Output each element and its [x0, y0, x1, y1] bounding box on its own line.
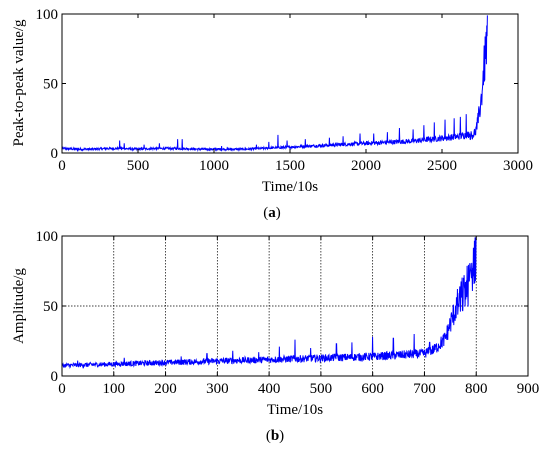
x-tick-label-a-6: 3000 — [503, 158, 533, 174]
caption-b: (b) — [266, 428, 284, 444]
x-tick-label-a-1: 500 — [127, 158, 150, 174]
caption-a-letter: a — [268, 205, 276, 221]
x-tick-label-b-4: 400 — [258, 381, 281, 397]
x-tick-label-a-0: 0 — [58, 158, 66, 174]
y-tick-label-b-2: 100 — [36, 229, 59, 245]
chart-panel-b: 0 100 200 300 400 500 600 700 800 900 0 50 100 Time/… — [11, 229, 539, 444]
x-tick-label-b-2: 200 — [154, 381, 177, 397]
x-tick-label-b-1: 100 — [103, 381, 126, 397]
x-tick-label-b-0: 0 — [58, 381, 66, 397]
gridlines-b — [62, 236, 528, 376]
x-tick-label-a-5: 2500 — [427, 158, 457, 174]
ticks-b: 0 100 200 300 400 500 600 700 800 900 0 50 100 — [36, 229, 540, 397]
y-tick-label-b-1: 50 — [43, 299, 58, 315]
x-tick-label-b-5: 500 — [310, 381, 333, 397]
x-tick-label-a-4: 2000 — [351, 158, 381, 174]
caption-a-open: ( — [263, 205, 268, 221]
series-line-b — [61, 237, 477, 370]
x-tick-label-b-7: 700 — [413, 381, 436, 397]
x-tick-label-a-3: 1500 — [275, 158, 305, 174]
y-tick-label-a-1: 50 — [43, 77, 58, 93]
x-axis-label-a: Time/10s — [262, 179, 318, 195]
plot-area-a — [62, 14, 518, 153]
y-axis-label-b: Amplitude/g — [11, 268, 27, 344]
x-tick-label-b-6: 600 — [361, 381, 384, 397]
y-tick-label-a-2: 100 — [36, 7, 59, 23]
caption-b-open: ( — [266, 428, 271, 444]
y-tick-label-a-0: 0 — [51, 146, 59, 162]
caption-b-close: ) — [279, 428, 284, 444]
x-tick-label-a-2: 1000 — [199, 158, 229, 174]
y-tick-label-b-0: 0 — [51, 369, 59, 385]
x-tick-label-b-3: 300 — [206, 381, 229, 397]
caption-a: (a) — [263, 205, 281, 221]
x-tick-label-b-8: 800 — [465, 381, 488, 397]
x-axis-label-b: Time/10s — [267, 402, 323, 418]
series-line-a — [61, 15, 488, 153]
ticks-a: 0 500 1000 1500 2000 2500 3000 0 50 100 — [36, 7, 534, 174]
y-axis-label-a: Peak-to-peak value/g — [11, 19, 27, 147]
caption-b-letter: b — [271, 428, 279, 444]
caption-a-close: ) — [276, 205, 281, 221]
x-tick-label-b-9: 900 — [517, 381, 540, 397]
